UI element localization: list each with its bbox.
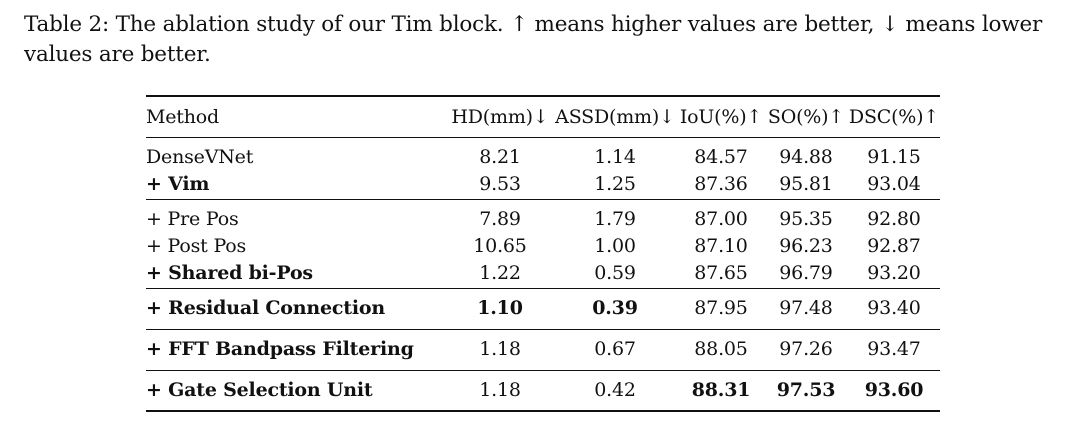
table-row: + Gate Selection Unit 1.18 0.42 88.31 97… (146, 371, 940, 411)
header-method: Method (146, 106, 219, 128)
dsc-cell: 93.20 (867, 262, 921, 284)
assd-cell: 1.79 (594, 208, 636, 230)
assd-cell: 1.14 (594, 146, 636, 168)
hd-cell: 7.89 (479, 208, 521, 230)
table-row: + Pre Pos 7.89 1.79 87.00 95.35 92.80 (146, 200, 940, 234)
header-hd: HD(mm)↓ (451, 106, 549, 128)
method-cell: + Gate Selection Unit (146, 379, 373, 401)
iou-cell: 87.10 (694, 235, 748, 257)
so-cell: 95.35 (779, 208, 833, 230)
iou-cell: 88.05 (694, 338, 748, 360)
table-row: + Shared bi-Pos 1.22 0.59 87.65 96.79 93… (146, 260, 940, 289)
assd-cell: 0.67 (594, 338, 636, 360)
table-row: DenseVNet 8.21 1.14 84.57 94.88 91.15 (146, 138, 940, 172)
header-so: SO(%)↑ (767, 106, 845, 128)
assd-cell: 1.25 (594, 173, 636, 195)
assd-cell: 0.39 (592, 297, 638, 319)
dsc-cell: 92.80 (867, 208, 921, 230)
table-header-row: Method HD(mm)↓ ASSD(mm)↓ IoU(%)↑ SO(%)↑ … (146, 96, 940, 138)
so-cell: 97.48 (779, 297, 833, 319)
ablation-table: Method HD(mm)↓ ASSD(mm)↓ IoU(%)↑ SO(%)↑ … (146, 95, 940, 412)
assd-cell: 0.42 (594, 379, 636, 401)
method-cell: + Post Pos (146, 235, 247, 257)
iou-cell: 88.31 (691, 379, 751, 401)
iou-cell: 84.57 (694, 146, 748, 168)
ablation-table-container: Method HD(mm)↓ ASSD(mm)↓ IoU(%)↑ SO(%)↑ … (146, 95, 940, 412)
iou-cell: 87.00 (694, 208, 748, 230)
iou-cell: 87.36 (694, 173, 748, 195)
so-cell: 95.81 (779, 173, 833, 195)
so-cell: 94.88 (779, 146, 833, 168)
hd-cell: 1.22 (479, 262, 521, 284)
hd-cell: 9.53 (479, 173, 521, 195)
so-cell: 96.23 (779, 235, 833, 257)
method-cell: + Shared bi-Pos (146, 262, 313, 284)
dsc-cell: 93.40 (867, 297, 921, 319)
table-row: + Post Pos 10.65 1.00 87.10 96.23 92.87 (146, 233, 940, 260)
method-cell: + FFT Bandpass Filtering (146, 338, 414, 360)
method-cell: + Vim (146, 173, 210, 195)
so-cell: 96.79 (779, 262, 833, 284)
iou-cell: 87.65 (694, 262, 748, 284)
assd-cell: 0.59 (594, 262, 636, 284)
iou-cell: 87.95 (694, 297, 748, 319)
dsc-cell: 93.60 (864, 379, 924, 401)
table-row: + Vim 9.53 1.25 87.36 95.81 93.04 (146, 171, 940, 200)
header-dsc: DSC(%)↑ (848, 106, 940, 128)
header-iou: IoU(%)↑ (679, 106, 763, 128)
so-cell: 97.53 (776, 379, 836, 401)
hd-cell: 8.21 (479, 146, 521, 168)
hd-cell: 1.18 (479, 338, 521, 360)
dsc-cell: 93.04 (867, 173, 921, 195)
method-cell: DenseVNet (146, 146, 254, 168)
table-caption: Table 2: The ablation study of our Tim b… (24, 12, 1043, 67)
hd-cell: 1.10 (477, 297, 523, 319)
hd-cell: 10.65 (473, 235, 527, 257)
dsc-cell: 93.47 (867, 338, 921, 360)
hd-cell: 1.18 (479, 379, 521, 401)
so-cell: 97.26 (779, 338, 833, 360)
table-row: + Residual Connection 1.10 0.39 87.95 97… (146, 289, 940, 330)
table-row: + FFT Bandpass Filtering 1.18 0.67 88.05… (146, 330, 940, 371)
assd-cell: 1.00 (594, 235, 636, 257)
dsc-cell: 91.15 (867, 146, 921, 168)
header-assd: ASSD(mm)↓ (555, 106, 675, 128)
method-cell: + Pre Pos (146, 208, 239, 230)
method-cell: + Residual Connection (146, 297, 385, 319)
dsc-cell: 92.87 (867, 235, 921, 257)
